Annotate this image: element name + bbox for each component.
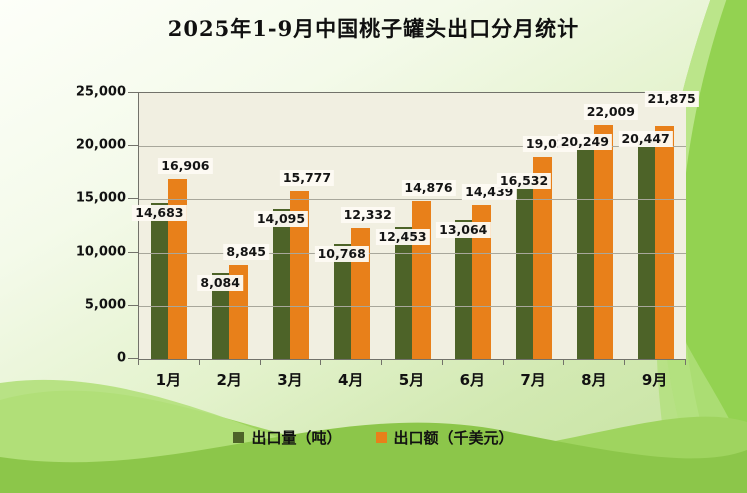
x-axis-tick bbox=[685, 359, 686, 365]
legend: 出口量（吨） 出口额（千美元） bbox=[0, 427, 747, 448]
bar-export-value bbox=[533, 156, 553, 359]
y-tick-label: 10,000 bbox=[75, 244, 126, 260]
data-label-value: 8,845 bbox=[223, 243, 269, 260]
x-tick-label: 3月 bbox=[277, 371, 303, 389]
data-label-volume: 12,453 bbox=[375, 228, 430, 245]
plot-area: 14,683 16,906 8,084 8,845 14,095 15,777 10,768… bbox=[132, 91, 699, 360]
data-label-value: 22,009 bbox=[583, 103, 638, 120]
data-label-volume: 20,447 bbox=[618, 131, 673, 148]
x-tick-label: 5月 bbox=[398, 371, 425, 389]
bar-group bbox=[443, 93, 504, 359]
bar-export-value bbox=[289, 191, 309, 359]
data-label-volume: 10,768 bbox=[314, 246, 369, 263]
x-axis-tick bbox=[624, 359, 626, 365]
x-axis-tick bbox=[198, 359, 200, 365]
legend-label: 出口额（千美元） bbox=[393, 429, 514, 447]
y-axis-tick bbox=[128, 304, 138, 306]
x-axis-tick bbox=[259, 359, 261, 365]
data-label-volume: 16,532 bbox=[496, 173, 552, 190]
x-axis-tick bbox=[563, 359, 565, 365]
gridline bbox=[139, 146, 686, 148]
data-label-value: 12,332 bbox=[340, 206, 395, 223]
data-label-volume: 14,683 bbox=[132, 204, 187, 221]
bar-export-volume bbox=[272, 209, 290, 359]
bar-group bbox=[564, 93, 625, 359]
data-label-volume: 8,084 bbox=[197, 274, 243, 291]
bar-group bbox=[261, 93, 322, 359]
bar-export-volume bbox=[516, 183, 534, 359]
y-tick-label: 15,000 bbox=[75, 190, 126, 206]
x-tick-label: 7月 bbox=[520, 371, 546, 389]
bar-export-volume bbox=[333, 244, 351, 359]
x-tick-label: 8月 bbox=[581, 371, 607, 389]
y-axis-tick bbox=[128, 145, 138, 147]
gridline bbox=[139, 305, 686, 307]
x-tick-label: 4月 bbox=[338, 371, 364, 389]
bar-export-volume bbox=[212, 273, 230, 359]
y-axis-tick bbox=[128, 358, 138, 359]
legend-label: 出口量（吨） bbox=[251, 429, 342, 447]
x-tick-label: 2月 bbox=[216, 371, 242, 389]
x-axis-labels: 1月 2月 3月 4月 5月 6月 7月 8月 9月 bbox=[138, 369, 685, 390]
x-axis-tick bbox=[381, 359, 383, 365]
gridline bbox=[139, 252, 686, 254]
bar-export-volume bbox=[151, 202, 169, 359]
y-tick-label: 0 bbox=[116, 350, 126, 366]
bar-groups bbox=[139, 93, 686, 359]
gridline bbox=[139, 199, 686, 201]
bar-export-value bbox=[168, 179, 188, 359]
bar-export-value bbox=[654, 126, 674, 359]
data-label-volume: 14,095 bbox=[253, 211, 309, 228]
bar-group bbox=[625, 93, 686, 359]
data-label-value: 21,875 bbox=[644, 91, 699, 108]
y-tick-label: 25,000 bbox=[75, 84, 126, 100]
data-label-value: 15,777 bbox=[279, 170, 335, 187]
bar-export-value bbox=[593, 124, 613, 359]
bar-export-volume bbox=[576, 143, 594, 359]
y-axis-tick bbox=[128, 251, 138, 253]
data-label-volume: 13,064 bbox=[436, 221, 491, 238]
x-axis-tick bbox=[441, 359, 443, 365]
bar-export-volume bbox=[394, 226, 412, 359]
y-axis-tick bbox=[128, 92, 138, 93]
bar-export-volume bbox=[637, 141, 655, 359]
bar-group bbox=[200, 93, 261, 359]
data-label-volume: 20,249 bbox=[557, 133, 612, 150]
bar-export-value bbox=[472, 205, 492, 359]
y-axis-tick bbox=[128, 198, 138, 200]
data-label-value: 16,906 bbox=[158, 158, 213, 175]
y-tick-label: 5,000 bbox=[84, 297, 126, 313]
bar-group bbox=[504, 93, 565, 359]
bar-export-volume bbox=[455, 220, 473, 359]
x-tick-label: 9月 bbox=[641, 371, 668, 389]
x-tick-label: 6月 bbox=[459, 371, 486, 389]
x-axis-tick bbox=[320, 359, 322, 365]
bar-group bbox=[139, 93, 200, 359]
legend-swatch-icon bbox=[233, 432, 245, 443]
bar-export-value bbox=[411, 200, 431, 359]
bar-group bbox=[321, 93, 382, 359]
x-axis-tick bbox=[502, 359, 504, 365]
data-label-value: 14,876 bbox=[401, 179, 456, 196]
legend-item: 出口额（千美元） bbox=[375, 427, 514, 448]
x-tick-label: 1月 bbox=[155, 371, 182, 389]
legend-swatch-icon bbox=[375, 432, 387, 443]
legend-item: 出口量（吨） bbox=[233, 427, 342, 448]
x-axis-tick bbox=[138, 359, 139, 365]
y-tick-label: 20,000 bbox=[75, 137, 126, 153]
bar-group bbox=[382, 93, 443, 359]
chart-title: 2025年1-9月中国桃子罐头出口分月统计 bbox=[167, 16, 580, 41]
